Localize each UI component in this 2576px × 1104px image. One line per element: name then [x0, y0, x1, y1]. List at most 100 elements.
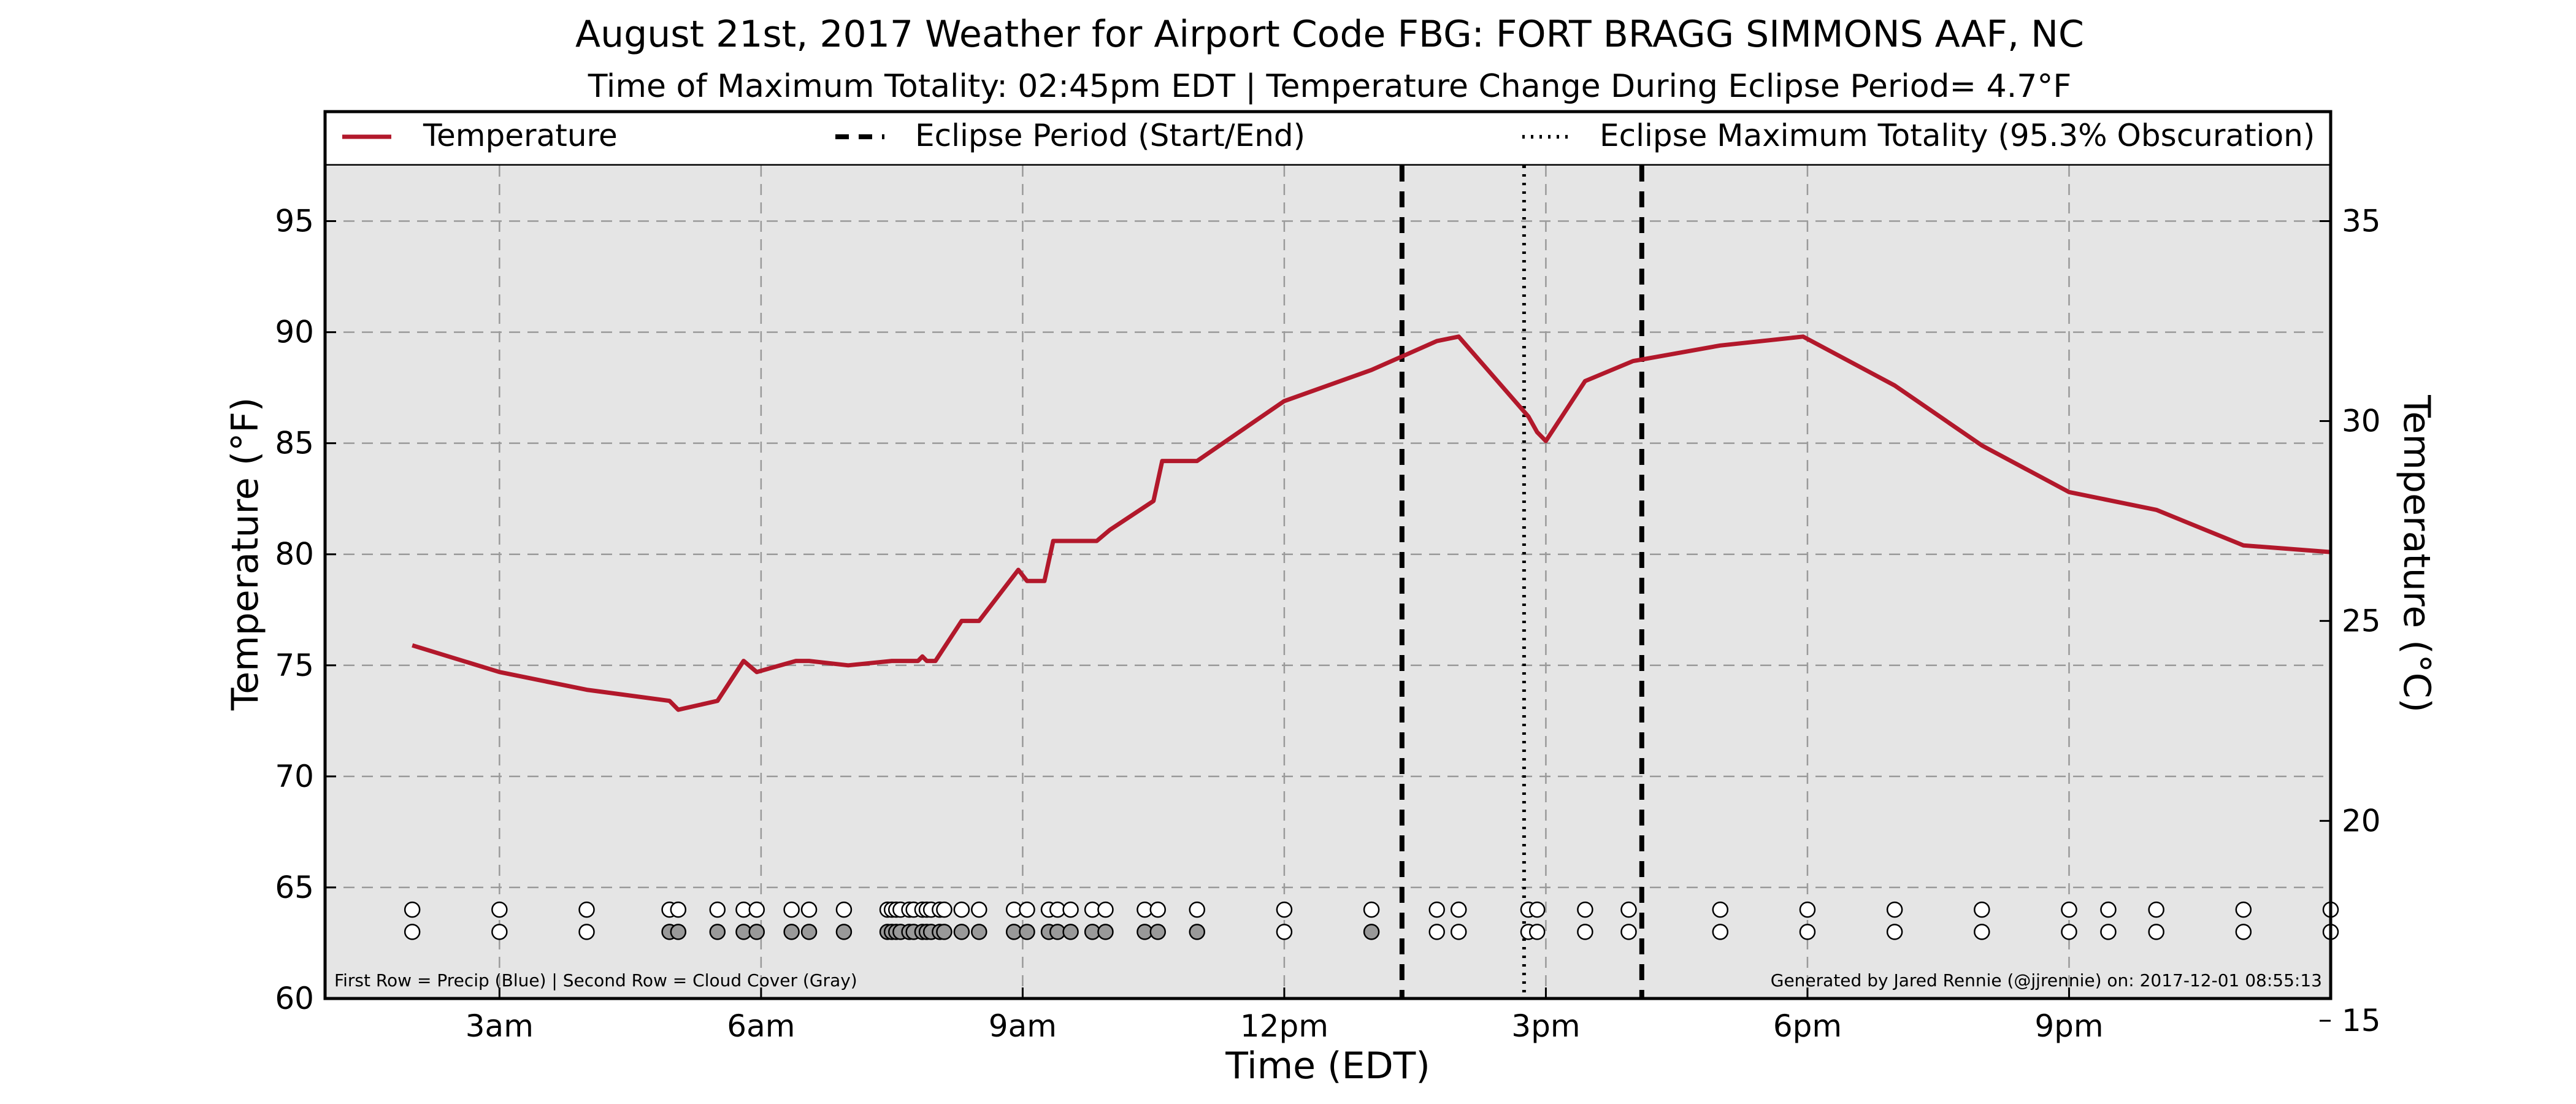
- plot-area: [325, 166, 2331, 999]
- cloud-cover-marker: [1620, 924, 1637, 940]
- y-right-tick-label: 35: [2342, 204, 2381, 239]
- precip-marker: [1189, 901, 1205, 918]
- precip-marker: [1149, 901, 1167, 918]
- precip-marker: [1974, 901, 1990, 918]
- temperature-line: [412, 334, 2331, 712]
- cloud-cover-marker: [783, 924, 800, 940]
- precip-marker: [1712, 901, 1729, 918]
- legend: Temperature Eclipse Period (Start/End) E…: [342, 118, 2315, 153]
- precip-marker: [1451, 901, 1467, 918]
- legend-eclipse-max-label: Eclipse Maximum Totality (95.3% Obscurat…: [1600, 118, 2315, 153]
- cloud-cover-marker: [1451, 924, 1467, 940]
- precip-marker: [1577, 901, 1593, 918]
- y-tick-label: 80: [275, 537, 314, 572]
- cloud-cover-marker: [2061, 924, 2077, 940]
- cloud-cover-marker: [1528, 924, 1546, 940]
- precip-marker: [1528, 901, 1546, 918]
- observation-markers: [404, 901, 2339, 940]
- y-axis-right-ticks: 15 20 25 30 35: [2320, 204, 2381, 1038]
- precip-marker: [971, 901, 987, 918]
- cloud-cover-marker: [1799, 924, 1816, 940]
- precip-marker: [1620, 901, 1637, 918]
- cloud-cover-marker: [835, 924, 853, 940]
- cloud-cover-marker: [2100, 924, 2117, 940]
- x-tick-label: 3pm: [1511, 1008, 1580, 1044]
- cloud-cover-marker: [2235, 924, 2252, 940]
- cloud-cover-marker: [491, 924, 508, 940]
- cloud-cover-marker: [1974, 924, 1990, 940]
- precip-marker: [2235, 901, 2252, 918]
- precip-marker: [783, 901, 800, 918]
- footnote-left: First Row = Precip (Blue) | Second Row =…: [334, 970, 857, 991]
- precip-marker: [709, 901, 726, 918]
- cloud-cover-marker: [1149, 924, 1167, 940]
- precip-marker: [404, 901, 421, 918]
- precip-marker: [748, 901, 765, 918]
- precip-marker: [1019, 901, 1035, 918]
- cloud-cover-marker: [404, 924, 421, 940]
- cloud-cover-marker: [1276, 924, 1293, 940]
- x-tick-label: 12pm: [1240, 1008, 1328, 1044]
- cloud-cover-marker: [936, 924, 953, 940]
- y-right-tick-label: 20: [2342, 803, 2381, 838]
- precip-marker: [2061, 901, 2077, 918]
- precip-marker: [2100, 901, 2117, 918]
- y-right-tick-label: 30: [2342, 403, 2381, 439]
- y-tick-label: 70: [275, 759, 314, 794]
- cloud-cover-marker: [1577, 924, 1593, 940]
- precip-marker: [2148, 901, 2164, 918]
- y-tick-label: 65: [275, 870, 314, 905]
- cloud-cover-marker: [800, 924, 818, 940]
- cloud-cover-marker: [1886, 924, 1903, 940]
- x-tick-label: 9pm: [2034, 1008, 2103, 1044]
- footnote-right: Generated by Jared Rennie (@jjrennie) on…: [1771, 970, 2322, 991]
- cloud-cover-marker: [1189, 924, 1205, 940]
- cloud-cover-marker: [1428, 924, 1445, 940]
- precip-marker: [835, 901, 853, 918]
- x-tick-label: 6am: [727, 1008, 795, 1044]
- cloud-cover-marker: [971, 924, 987, 940]
- precip-marker: [578, 901, 595, 918]
- chart-title: August 21st, 2017 Weather for Airport Co…: [575, 13, 2084, 56]
- cloud-cover-marker: [1712, 924, 1729, 940]
- precip-marker: [1428, 901, 1445, 918]
- cloud-cover-marker: [670, 924, 687, 940]
- y-right-tick-label: 25: [2342, 603, 2381, 638]
- y-tick-label: 95: [275, 204, 314, 239]
- y-right-tick-label: 15: [2342, 1003, 2381, 1038]
- y-tick-label: 85: [275, 426, 314, 461]
- grid: [325, 166, 2331, 999]
- y-tick-label: 90: [275, 315, 314, 350]
- y-axis-right-label: Temperature (°C): [2395, 394, 2438, 713]
- precip-marker: [1363, 901, 1380, 918]
- chart-subtitle: Time of Maximum Totality: 02:45pm EDT | …: [588, 68, 2071, 105]
- precip-marker: [1097, 901, 1114, 918]
- cloud-cover-marker: [1097, 924, 1114, 940]
- cloud-cover-marker: [2148, 924, 2164, 940]
- y-axis-ticks: 60 65 70 75 80 85 90 95: [275, 204, 336, 1016]
- cloud-cover-marker: [953, 924, 970, 940]
- precip-marker: [1276, 901, 1293, 918]
- x-tick-label: 6pm: [1773, 1008, 1842, 1044]
- x-axis-label: Time (EDT): [1225, 1045, 1430, 1087]
- cloud-cover-marker: [748, 924, 765, 940]
- eclipse-lines: [1399, 166, 1644, 999]
- precip-marker: [800, 901, 818, 918]
- temperature-series: [412, 334, 2331, 712]
- legend-temperature-label: Temperature: [423, 118, 618, 153]
- precip-marker: [491, 901, 508, 918]
- cloud-cover-marker: [578, 924, 595, 940]
- precip-marker: [1886, 901, 1903, 918]
- cloud-cover-marker: [1062, 924, 1079, 940]
- precip-marker: [953, 901, 970, 918]
- precip-marker: [670, 901, 687, 918]
- legend-eclipse-period-label: Eclipse Period (Start/End): [915, 118, 1305, 153]
- x-tick-label: 9am: [989, 1008, 1057, 1044]
- cloud-cover-marker: [1019, 924, 1035, 940]
- y-tick-label: 75: [275, 648, 314, 683]
- cloud-cover-marker: [709, 924, 726, 940]
- x-tick-label: 3am: [466, 1008, 534, 1044]
- precip-marker: [1799, 901, 1816, 918]
- x-axis-ticks: 3am 6am 9am 12pm 3pm 6pm 9pm: [466, 987, 2104, 1044]
